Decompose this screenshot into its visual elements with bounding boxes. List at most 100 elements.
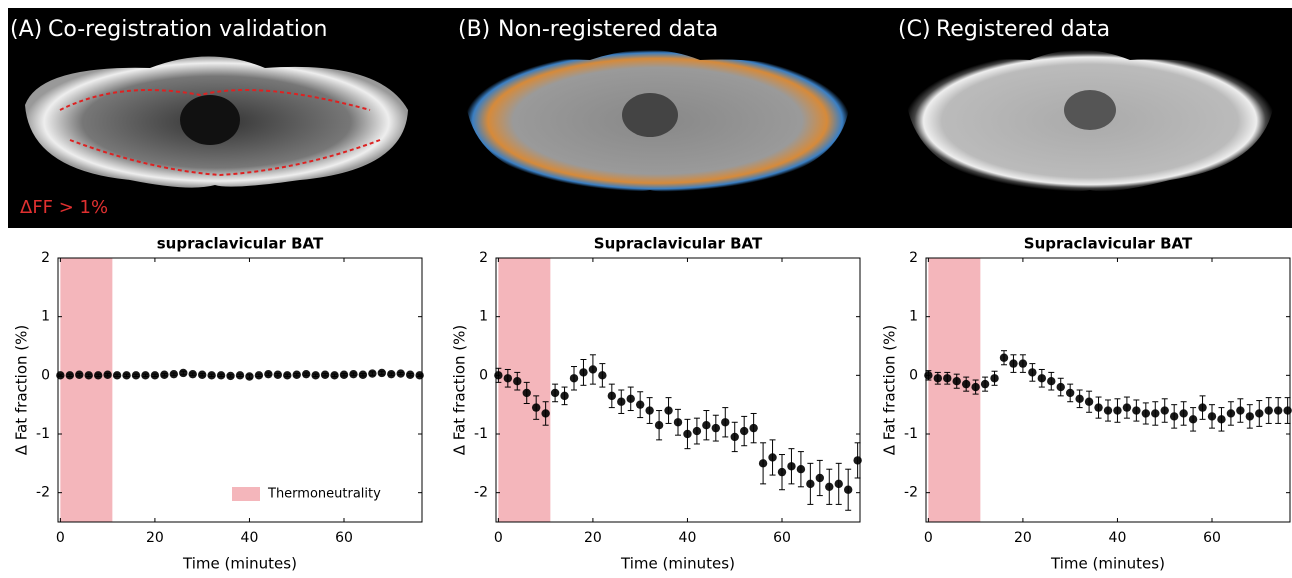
data-point (1132, 406, 1141, 415)
data-point (494, 371, 503, 380)
y-tick-label: 1 (909, 309, 918, 325)
image-note: ΔFF > 1% (20, 197, 108, 218)
data-point (806, 479, 815, 489)
x-tick-label: 60 (1203, 530, 1221, 546)
data-point (617, 397, 626, 406)
panel-caption: Co-registration validation (48, 17, 327, 42)
y-tick-label: -2 (36, 485, 50, 501)
x-tick-label: 20 (1014, 530, 1032, 546)
data-point (843, 485, 853, 494)
data-point (150, 371, 160, 380)
data-point (169, 369, 179, 379)
data-point (598, 371, 607, 380)
data-point (513, 377, 522, 386)
y-tick-label: 1 (41, 309, 50, 325)
data-point (1188, 415, 1198, 424)
y-tick-label: 2 (909, 250, 918, 266)
data-point (579, 368, 588, 377)
data-point (75, 370, 84, 379)
data-point (1273, 406, 1283, 415)
y-tick-label: -1 (36, 426, 50, 442)
data-point (1255, 409, 1264, 418)
y-tick-label: 0 (909, 367, 918, 383)
data-point (683, 429, 692, 439)
data-point (952, 377, 961, 386)
plot-area (496, 258, 860, 522)
mri-image (905, 50, 1275, 192)
x-tick-label: 40 (241, 530, 259, 546)
data-point (1169, 412, 1179, 421)
x-axis-label: Time (minutes) (1050, 555, 1165, 573)
data-point (226, 371, 235, 381)
data-point (311, 371, 320, 380)
data-point (796, 465, 806, 474)
data-point (1047, 377, 1056, 386)
data-point (65, 371, 75, 380)
x-tick-label: 60 (773, 530, 791, 546)
data-point (292, 370, 301, 379)
data-point (560, 391, 569, 401)
x-tick-label: 20 (584, 530, 602, 546)
data-point (387, 369, 396, 379)
x-tick-label: 0 (56, 530, 65, 546)
data-point (1198, 403, 1207, 412)
data-point (692, 426, 702, 436)
data-point (853, 456, 862, 465)
data-point (1065, 388, 1075, 398)
data-point (1018, 359, 1028, 368)
data-point (815, 473, 825, 483)
data-point (1179, 409, 1188, 418)
data-point (188, 369, 197, 379)
data-point (1207, 412, 1217, 421)
data-point (1103, 406, 1113, 415)
y-tick-label: -1 (904, 426, 918, 442)
data-point (730, 432, 739, 442)
data-point (503, 374, 513, 383)
x-tick-label: 60 (335, 530, 353, 546)
data-point (1283, 406, 1292, 415)
data-point (825, 482, 834, 491)
data-point (654, 421, 664, 430)
x-tick-label: 0 (494, 530, 503, 546)
data-point (405, 370, 415, 379)
data-point (645, 406, 654, 415)
y-axis-label: Δ Fat fraction (%) (13, 325, 31, 455)
data-point (999, 353, 1009, 362)
data-point (961, 379, 971, 389)
y-tick-label: 1 (479, 309, 488, 325)
shaded-period (60, 258, 113, 522)
data-point (522, 388, 531, 398)
data-point (635, 400, 645, 409)
shaded-period (928, 258, 981, 522)
data-point (749, 423, 758, 433)
data-point (197, 370, 207, 379)
data-point (768, 453, 777, 462)
data-point (235, 371, 245, 380)
x-axis-label: Time (minutes) (620, 555, 735, 573)
data-point (84, 371, 93, 380)
data-point (207, 371, 216, 380)
panel-caption: Registered data (936, 17, 1110, 42)
data-point (550, 388, 560, 398)
data-point (1226, 409, 1236, 418)
data-point (358, 370, 368, 379)
data-point (588, 365, 598, 374)
data-point (607, 391, 617, 401)
data-point (664, 406, 673, 415)
data-point (1084, 397, 1094, 406)
chart-title: Supraclavicular BAT (594, 235, 763, 253)
data-point (1217, 415, 1226, 424)
data-point (112, 371, 122, 380)
data-point (787, 462, 796, 471)
data-point (531, 403, 541, 412)
data-point (320, 370, 330, 379)
data-point (339, 370, 349, 379)
axes-box (925, 257, 1291, 523)
x-tick-label: 40 (1109, 530, 1127, 546)
panel-label: (C) (898, 17, 931, 42)
y-tick-label: 0 (41, 367, 50, 383)
plot-area (58, 258, 422, 522)
data-point (673, 418, 683, 427)
x-tick-label: 0 (924, 530, 933, 546)
data-point (283, 371, 292, 380)
